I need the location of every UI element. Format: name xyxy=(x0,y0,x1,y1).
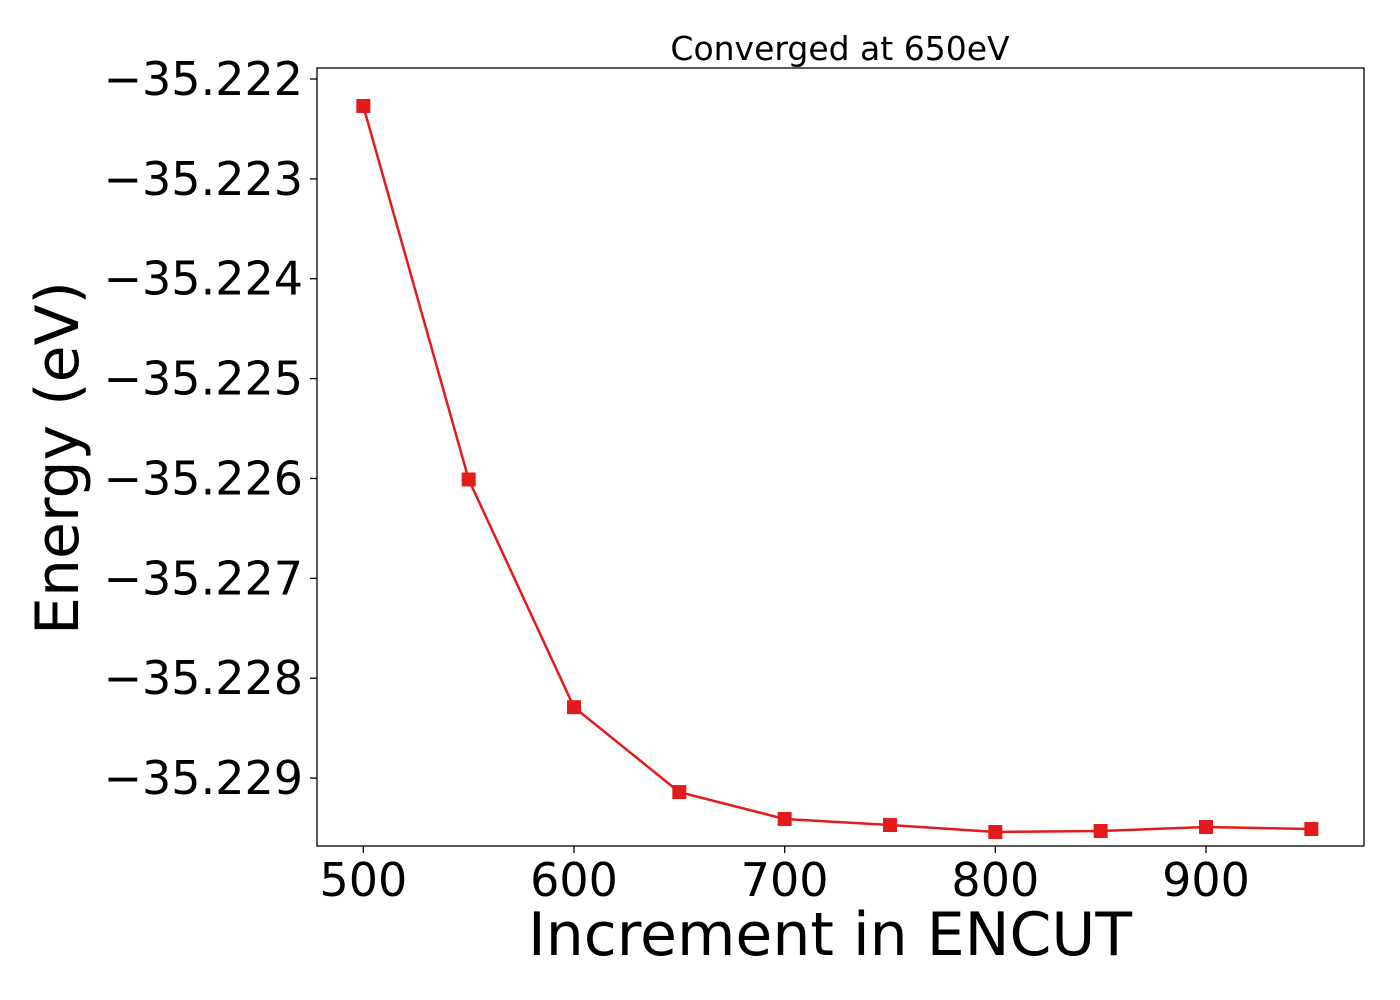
x-tick-label: 500 xyxy=(319,853,407,907)
y-tick-label: −35.223 xyxy=(104,152,304,206)
data-point-marker xyxy=(461,472,476,487)
data-point-marker xyxy=(988,825,1003,840)
data-point-marker xyxy=(567,700,582,715)
x-tick-label: 900 xyxy=(1162,853,1250,907)
x-axis-label: Increment in ENCUT xyxy=(528,900,1132,970)
x-tick-label: 600 xyxy=(530,853,618,907)
plot-frame xyxy=(316,67,1365,847)
y-tick-label: −35.222 xyxy=(104,52,304,106)
y-tick-label: −35.229 xyxy=(104,751,304,805)
data-point-marker xyxy=(356,98,371,113)
data-point-marker xyxy=(672,785,687,800)
data-point-marker xyxy=(1199,820,1214,835)
data-point-marker xyxy=(1304,822,1319,837)
y-tick-label: −35.226 xyxy=(104,451,304,505)
y-axis-ticks: −35.222 −35.223 −35.224 −35.225 −35.226 −35.2… xyxy=(104,52,317,805)
y-tick-label: −35.224 xyxy=(104,252,304,306)
x-axis-ticks: 500 600 700 800 900 xyxy=(319,846,1250,907)
y-axis-label: Energy (eV) xyxy=(23,281,93,635)
series-line xyxy=(362,105,1312,834)
x-tick-label: 700 xyxy=(741,853,829,907)
y-tick-label: −35.228 xyxy=(104,651,304,705)
x-tick-label: 800 xyxy=(951,853,1039,907)
data-point-marker xyxy=(777,812,792,827)
y-tick-label: −35.225 xyxy=(104,352,304,406)
series-markers xyxy=(356,98,1319,840)
data-point-marker xyxy=(883,818,898,833)
chart-title: Converged at 650eV xyxy=(670,29,1010,68)
data-point-marker xyxy=(1093,824,1108,839)
y-tick-label: −35.227 xyxy=(104,551,304,605)
